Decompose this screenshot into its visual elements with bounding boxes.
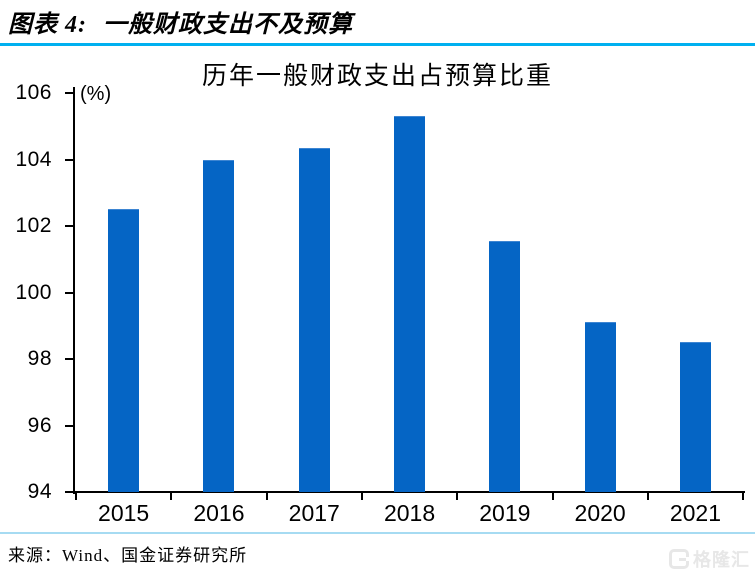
bar-2020 <box>584 322 616 492</box>
bar-2021 <box>679 342 711 492</box>
bar-2016 <box>203 159 235 492</box>
figure-title: 一般财政支出不及预算 <box>103 11 353 38</box>
x-axis-label-2016: 2016 <box>193 500 245 526</box>
source-note: 来源：Wind、国金证券研究所 <box>8 546 248 565</box>
x-axis-tick <box>551 492 554 500</box>
y-axis-tick-label: 104 <box>15 147 52 171</box>
y-axis-line <box>73 87 75 494</box>
x-axis-label-2020: 2020 <box>574 500 626 526</box>
bar-2015 <box>108 209 140 492</box>
x-axis-label-2018: 2018 <box>383 500 436 526</box>
x-axis-tick <box>75 492 77 500</box>
y-axis-tick-label: 96 <box>27 413 52 437</box>
y-axis-tick <box>65 491 75 493</box>
y-axis-tick-label: 98 <box>27 347 52 370</box>
y-axis-tick <box>65 291 75 294</box>
y-axis-tick-label: 100 <box>15 280 52 304</box>
y-axis-tick <box>65 358 75 360</box>
chart-title: 历年一般财政支出占预算比重 <box>201 63 553 90</box>
x-axis-line <box>73 491 746 493</box>
x-axis-tick <box>360 492 363 500</box>
y-axis-unit-label: (%) <box>80 83 112 105</box>
y-axis-tick-label: 102 <box>15 214 52 237</box>
y-axis-tick <box>65 92 75 94</box>
gelonghui-logo-icon <box>669 549 689 569</box>
y-axis-tick <box>65 158 75 161</box>
x-axis-label-2017: 2017 <box>288 500 340 526</box>
watermark-label: 格隆汇 <box>693 550 750 570</box>
bar-2019 <box>489 240 521 492</box>
bar-2017 <box>298 147 330 492</box>
x-axis-tick <box>265 492 268 500</box>
x-axis-label-2021: 2021 <box>669 500 722 526</box>
y-axis-tick <box>65 225 75 227</box>
y-axis-tick-label: 106 <box>15 81 52 104</box>
y-axis-tick <box>65 424 75 427</box>
x-axis-tick <box>646 492 649 500</box>
figure-label: 图表 4: <box>8 11 87 38</box>
x-axis-tick <box>170 492 173 500</box>
header-divider <box>0 43 755 46</box>
x-axis-tick <box>742 492 745 500</box>
bar-2018 <box>394 116 426 492</box>
x-axis-label-2019: 2019 <box>479 500 531 526</box>
gelonghui-watermark: 格隆汇 <box>669 546 750 572</box>
y-axis-tick-label: 94 <box>27 480 52 503</box>
x-axis-label-2015: 2015 <box>98 500 150 526</box>
figure-header: 图表 4: 一般财政支出不及预算 <box>8 3 353 39</box>
chart-footer-divider <box>0 532 755 534</box>
x-axis-tick <box>456 492 459 500</box>
